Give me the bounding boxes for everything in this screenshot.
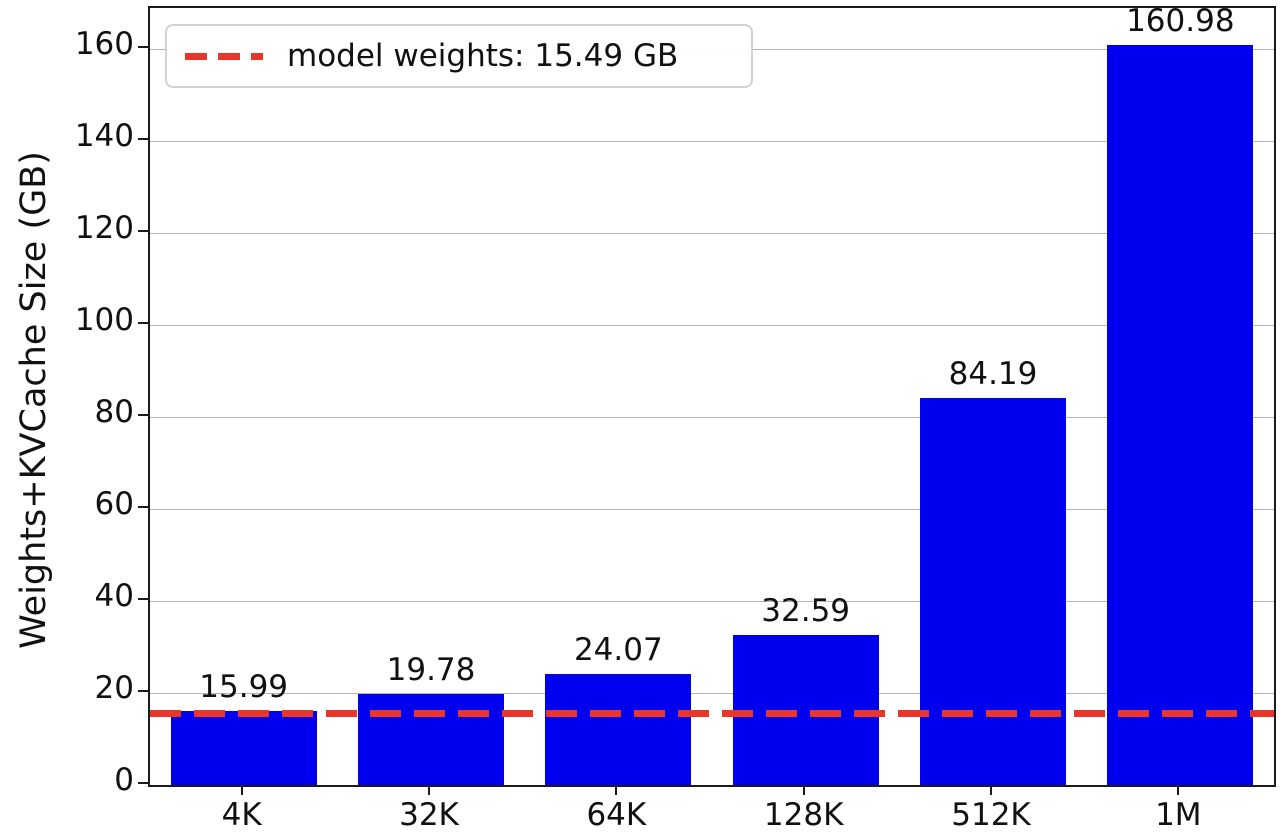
gridline-y-40 — [150, 600, 1274, 602]
x-tick-mark-32K — [428, 785, 430, 795]
y-tick-mark-160 — [138, 46, 148, 49]
bar-value-label-512K: 84.19 — [948, 355, 1038, 392]
gridline-y-60 — [150, 508, 1274, 510]
y-tick-label-80: 80 — [94, 394, 134, 431]
bar-value-label-32K: 19.78 — [386, 652, 476, 689]
y-tick-mark-0 — [138, 782, 148, 784]
bar-value-label-128K: 32.59 — [761, 593, 851, 630]
y-tick-mark-100 — [138, 322, 148, 325]
x-tick-label-512K: 512K — [951, 797, 1031, 833]
gridline-y-120 — [150, 232, 1274, 234]
gridline-y-80 — [150, 416, 1274, 418]
y-tick-label-60: 60 — [94, 486, 134, 523]
gridline-y-140 — [150, 140, 1274, 142]
bar-64K — [545, 674, 692, 785]
x-tick-label-32K: 32K — [399, 797, 459, 833]
bar-value-label-64K: 24.07 — [573, 632, 663, 669]
y-tick-mark-120 — [138, 230, 148, 233]
y-tick-mark-60 — [138, 506, 148, 509]
legend-dashed-line-sample — [185, 52, 263, 60]
bar-512K — [919, 397, 1067, 785]
legend-label: model weights: 15.49 GB — [287, 38, 679, 74]
plot-area: 15.99 19.78 24.07 32.59 84.19 160.98 model we… — [148, 2, 1276, 787]
y-tick-label-20: 20 — [94, 670, 134, 707]
bar-4K — [170, 711, 317, 785]
y-tick-label-100: 100 — [74, 302, 134, 339]
x-tick-mark-4K — [240, 785, 243, 795]
x-tick-mark-64K — [615, 785, 618, 795]
x-tick-label-128K: 128K — [763, 797, 844, 833]
y-tick-mark-140 — [138, 138, 148, 141]
x-tick-label-1M: 1M — [1155, 797, 1202, 833]
y-tick-label-160: 160 — [74, 26, 134, 63]
y-tick-label-120: 120 — [74, 210, 134, 247]
model-weights-threshold-line — [150, 710, 1274, 718]
gridline-y-20 — [150, 692, 1274, 694]
x-tick-mark-512K — [990, 785, 992, 795]
gridline-y-100 — [150, 324, 1274, 326]
x-tick-mark-128K — [802, 785, 805, 795]
y-tick-mark-40 — [138, 598, 148, 601]
x-tick-label-4K: 4K — [221, 797, 262, 833]
y-tick-label-140: 140 — [74, 118, 134, 155]
bar-value-label-4K: 15.99 — [199, 669, 289, 706]
bar-128K — [732, 635, 879, 785]
bar-value-label-1M: 160.98 — [1126, 2, 1235, 39]
y-tick-mark-80 — [138, 414, 148, 417]
bar-32K — [357, 694, 505, 785]
x-tick-label-64K: 64K — [586, 797, 647, 833]
bar-1M — [1107, 44, 1254, 785]
y-tick-label-40: 40 — [94, 578, 134, 615]
x-tick-mark-1M — [1177, 785, 1180, 795]
legend: model weights: 15.49 GB — [165, 24, 753, 88]
y-tick-mark-20 — [138, 690, 148, 693]
y-tick-label-0: 0 — [114, 762, 134, 798]
